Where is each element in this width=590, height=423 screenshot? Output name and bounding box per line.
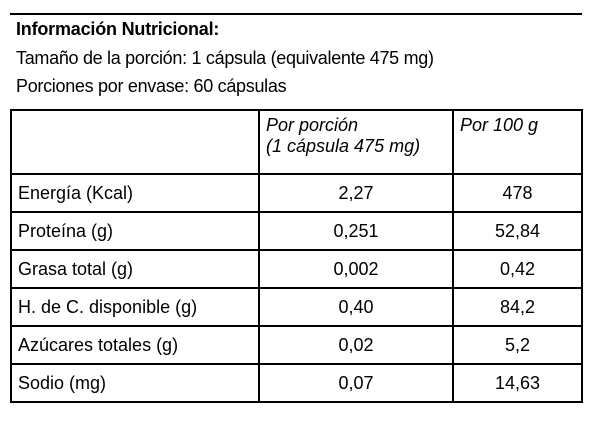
table-row: Proteína (g) 0,251 52,84 [10,211,583,251]
table-body: Por porción (1 cápsula 475 mg) Por 100 g … [10,109,583,403]
nutrient-name: Azúcares totales (g) [10,325,260,365]
nutrient-name: Sodio (mg) [10,363,260,403]
serving-line: Tamaño de la porción: 1 cápsula (equival… [16,48,434,68]
nutrient-name: Proteína (g) [10,211,260,251]
nutrient-value: 2,27 [258,173,454,213]
top-rule [10,13,582,15]
header-text: (1 cápsula 475 mg) [266,136,421,156]
header-cell [10,109,260,175]
nutrient-name: H. de C. disponible (g) [10,287,260,327]
nutrient-value: 0,07 [258,363,454,403]
nutrient-name: Energía (Kcal) [10,173,260,213]
nutrient-value: 84,2 [452,287,583,327]
table-row: Sodio (mg) 0,07 14,63 [10,363,583,403]
nutrient-value: 0,002 [258,249,454,289]
nutrient-name: Grasa total (g) [10,249,260,289]
nutrient-value: 0,251 [258,211,454,251]
header-cell: Por 100 g [452,109,583,175]
table-row: H. de C. disponible (g) 0,40 84,2 [10,287,583,327]
nutrient-value: 0,40 [258,287,454,327]
title: Información Nutricional: [16,19,220,39]
header-row: Por porción (1 cápsula 475 mg) Por 100 g [10,109,583,175]
nutrient-value: 0,02 [258,325,454,365]
nutrition-table: Por porción (1 cápsula 475 mg) Por 100 g … [10,109,583,403]
table-row: Energía (Kcal) 2,27 478 [10,173,583,213]
table-row: Grasa total (g) 0,002 0,42 [10,249,583,289]
nutrient-value: 14,63 [452,363,583,403]
nutrient-value: 52,84 [452,211,583,251]
serving-line: Porciones por envase: 60 cápsulas [16,76,287,96]
header-cell: Por porción (1 cápsula 475 mg) [258,109,454,175]
header-text: Por 100 g [460,115,539,135]
table-row: Azúcares totales (g) 0,02 5,2 [10,325,583,365]
nutrient-value: 478 [452,173,583,213]
header-text: Por porción [266,115,359,135]
nutrient-value: 5,2 [452,325,583,365]
nutrient-value: 0,42 [452,249,583,289]
